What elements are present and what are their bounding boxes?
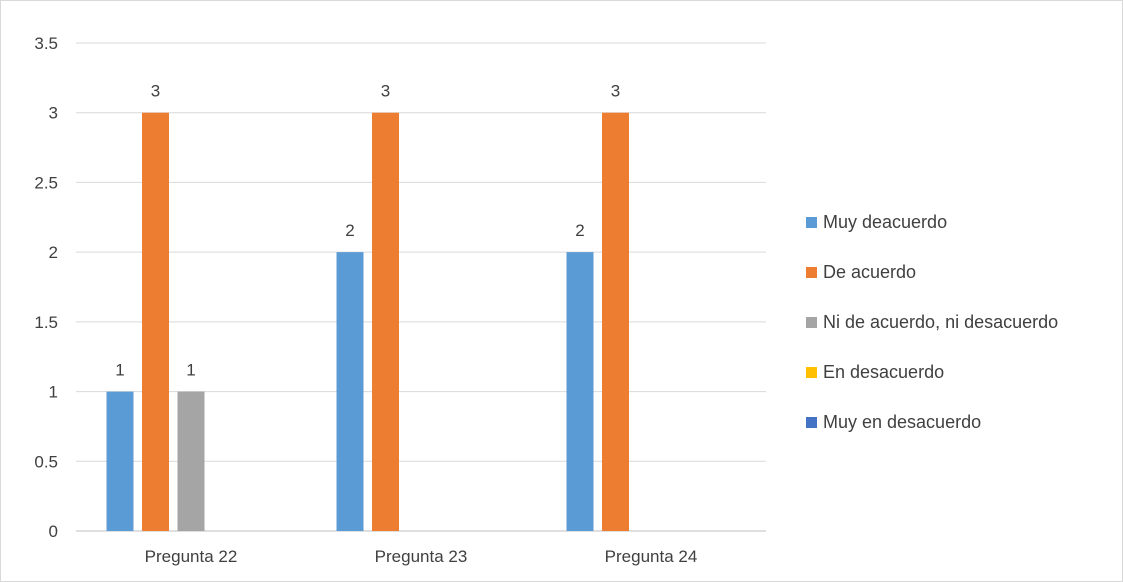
data-label: 1 [186,361,195,380]
legend-item: En desacuerdo [806,347,1058,397]
legend-item: De acuerdo [806,247,1058,297]
category-label: Pregunta 24 [605,547,698,566]
bar-muy-deacuerdo-22 [106,391,134,531]
bar-de-acuerdo-23 [372,112,399,531]
legend-item: Muy deacuerdo [806,197,1058,247]
legend-item: Ni de acuerdo, ni desacuerdo [806,297,1058,347]
y-tick-label: 3 [49,104,58,123]
legend-swatch [806,266,817,278]
data-label: 3 [611,82,620,101]
y-tick-label: 0.5 [34,452,58,471]
y-tick-label: 1.5 [34,313,58,332]
category-label: Pregunta 22 [145,547,238,566]
legend-item: Muy en desacuerdo [806,397,1058,447]
legend-swatch [806,366,817,378]
y-tick-label: 2.5 [34,173,58,192]
legend-label: Muy en desacuerdo [823,411,982,432]
data-label: 2 [345,221,354,240]
legend-swatch [806,216,817,228]
data-label: 3 [381,82,390,101]
bar-de-acuerdo-22 [142,112,169,531]
legend-label: Ni de acuerdo, ni desacuerdo [823,311,1059,332]
bar-de-acuerdo-24 [602,112,629,531]
legend-label: Muy deacuerdo [823,211,948,232]
y-tick-label: 0 [49,522,58,541]
legend-label: De acuerdo [823,261,917,282]
category-label: Pregunta 23 [375,547,468,566]
bar-muy-deacuerdo-24 [566,252,594,531]
data-label: 1 [115,361,124,380]
legend: Muy deacuerdo De acuerdo Ni de acuerdo, ni… [806,197,1058,447]
y-tick-label: 2 [49,243,58,262]
legend-swatch [806,416,817,428]
legend-swatch [806,316,817,328]
y-tick-label: 1 [49,383,58,402]
bar-ni-de-acuerdo-ni-desacuerdo-22 [177,391,205,531]
data-label: 3 [151,82,160,101]
y-tick-label: 3.5 [34,34,58,53]
bar-muy-deacuerdo-23 [336,252,364,531]
data-label: 2 [575,221,584,240]
legend-label: En desacuerdo [823,361,945,382]
